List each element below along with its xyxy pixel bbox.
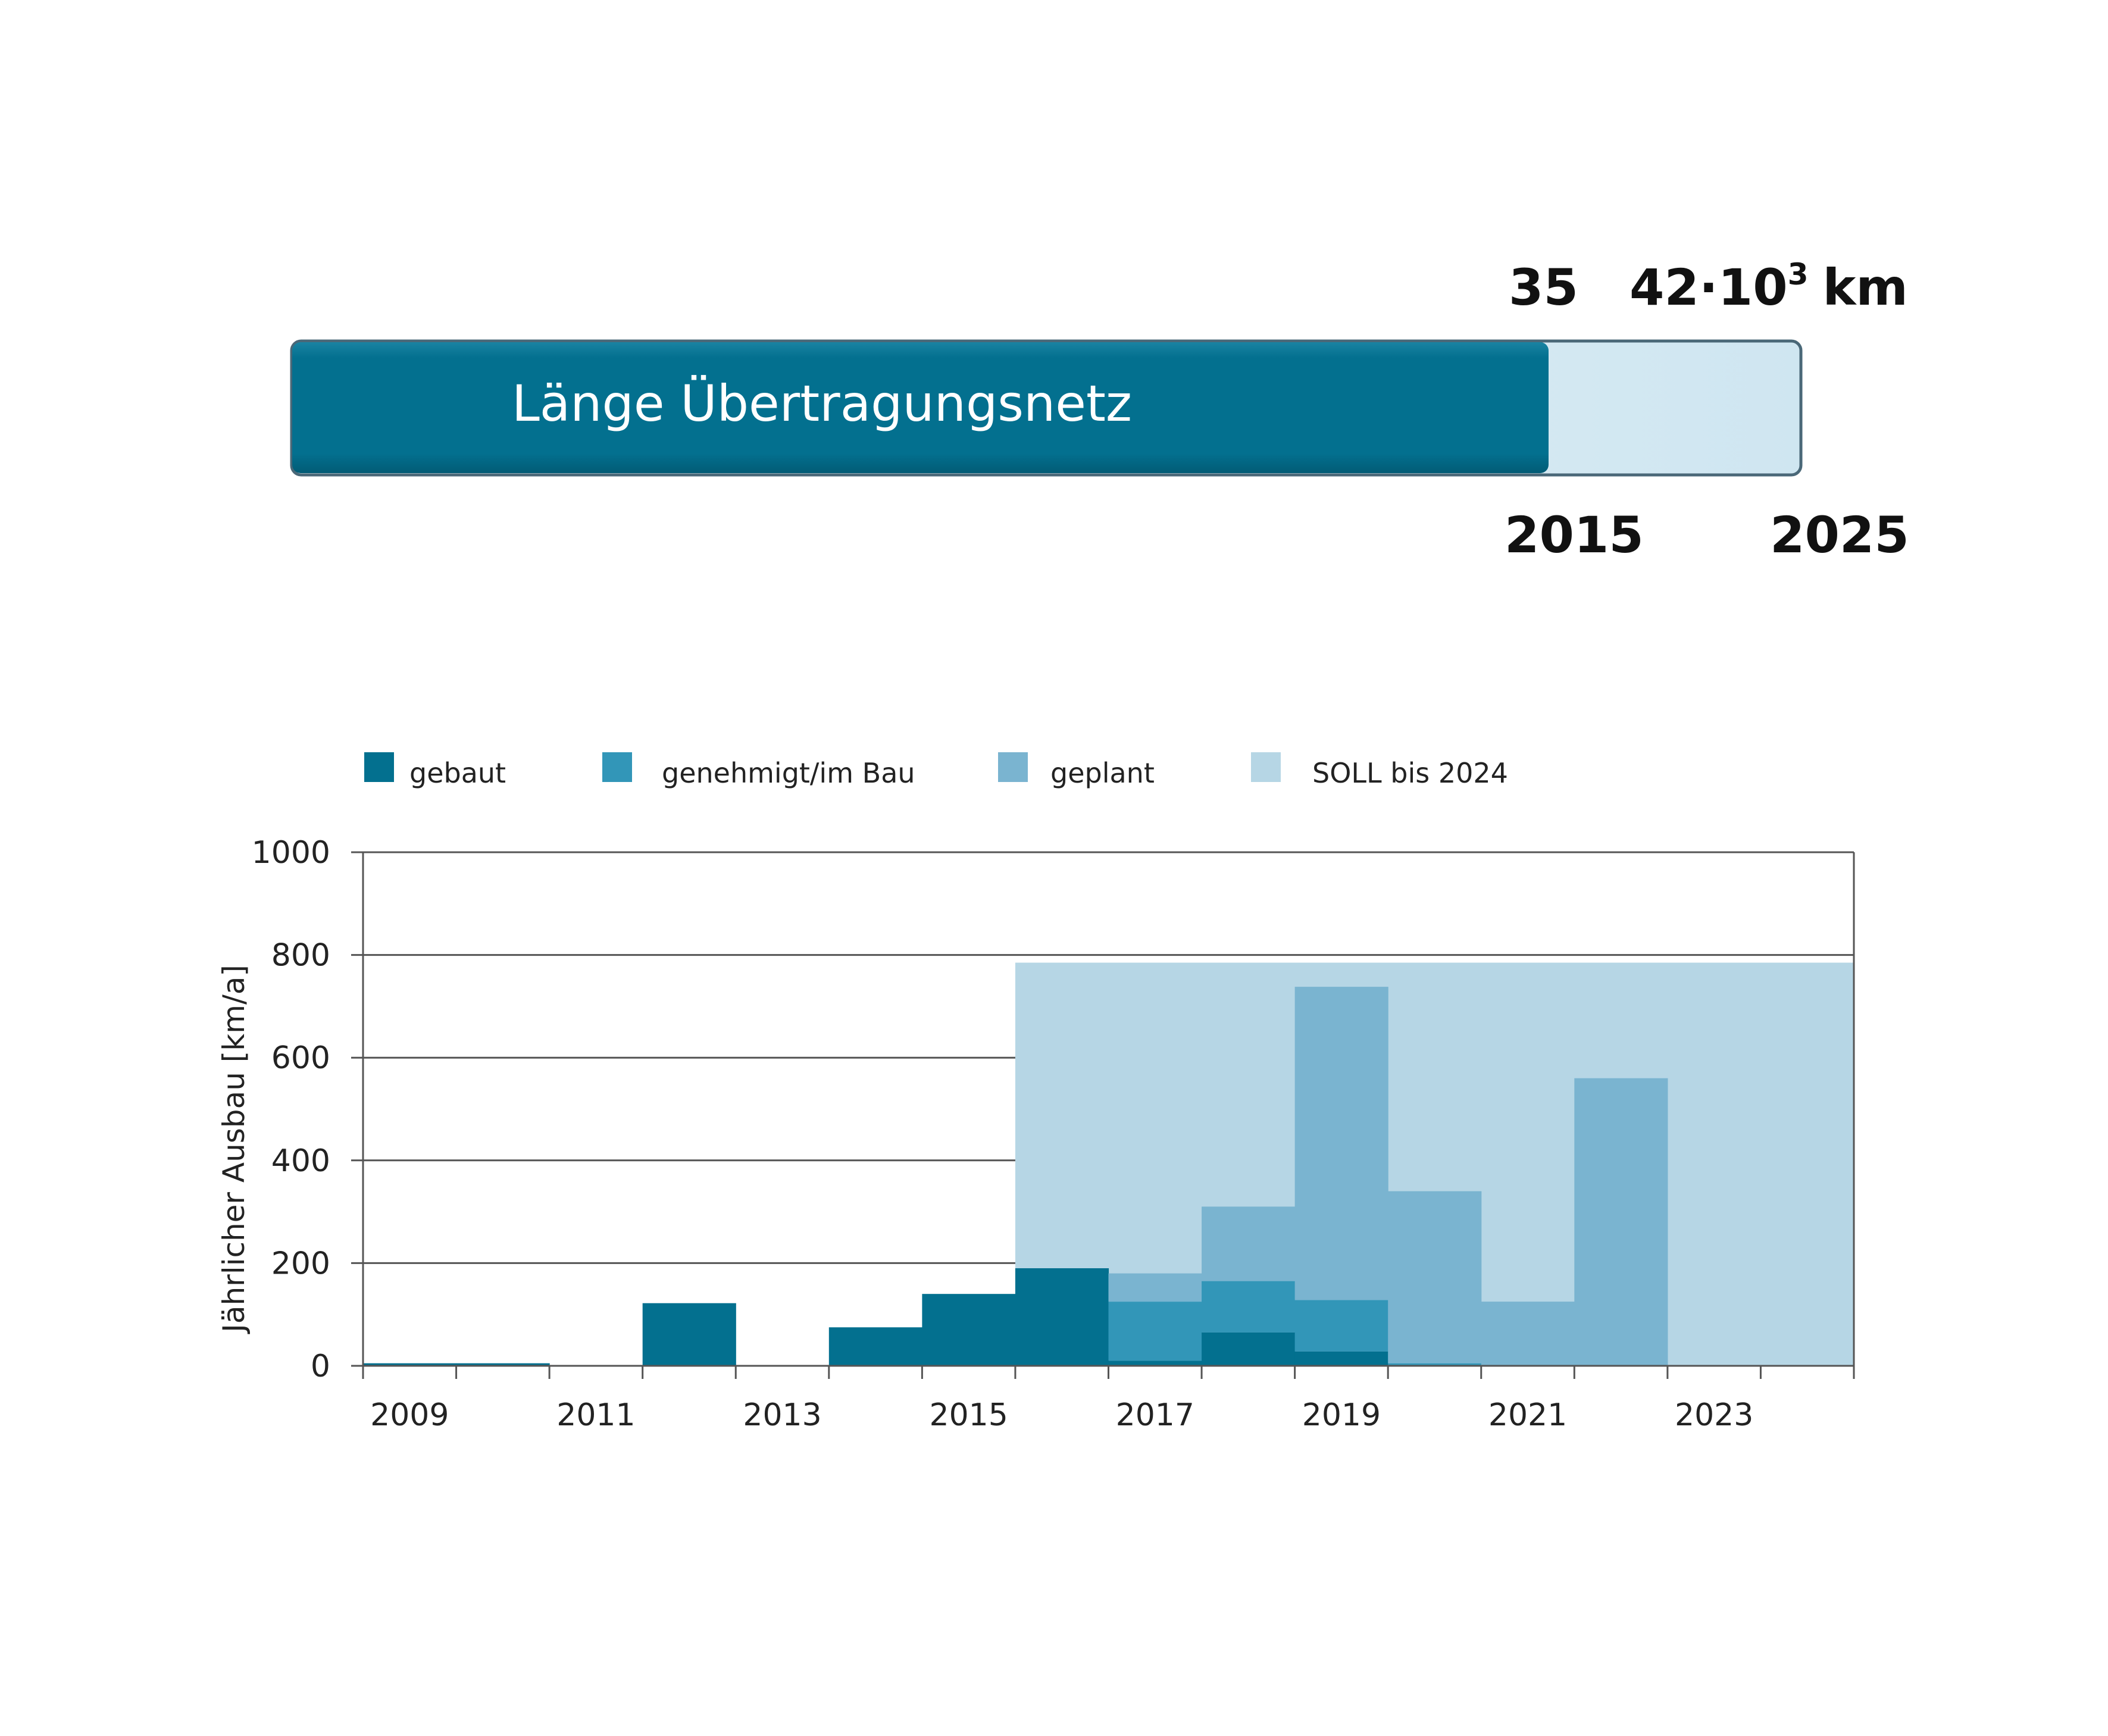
y-axis-ticks: 0 200 400 600 800 1000 bbox=[252, 835, 363, 1384]
progress-section: Länge Übertragungsnetz 35 42·103 km 2015 … bbox=[290, 257, 1909, 564]
target-value-base: 42·10 bbox=[1630, 258, 1788, 317]
bar-gebaut-2017 bbox=[1108, 1360, 1202, 1366]
legend-label-genehmigt: genehmigt/im Bau bbox=[662, 757, 915, 789]
progress-bar-label: Länge Übertragungsnetz bbox=[512, 374, 1132, 433]
bar-gebaut-2012 bbox=[642, 1303, 736, 1366]
bar-gebaut-2009 bbox=[363, 1363, 457, 1366]
bar-gebaut-2018 bbox=[1202, 1332, 1296, 1366]
bar-geplant-2022 bbox=[1574, 1078, 1668, 1366]
x-tick-label-2017: 2017 bbox=[1116, 1397, 1194, 1433]
bar-geplant-2021 bbox=[1481, 1302, 1575, 1366]
y-tick-label-0: 0 bbox=[311, 1349, 330, 1384]
legend-label-gebaut: gebaut bbox=[409, 757, 506, 789]
bar-genehmigt-2020 bbox=[1388, 1363, 1482, 1366]
bar-geplant-2018 bbox=[1202, 1206, 1296, 1281]
legend-swatch-gebaut bbox=[364, 752, 394, 782]
x-axis-ticks: 2009 2011 2013 2015 2017 2019 2021 2023 bbox=[362, 1366, 1855, 1433]
bar-geplant-2019 bbox=[1294, 987, 1388, 1300]
y-axis-title: Jährlicher Ausbau [km/a] bbox=[217, 965, 251, 1334]
x-tick-label-2013: 2013 bbox=[743, 1397, 821, 1433]
bar-gebaut-2019 bbox=[1294, 1351, 1388, 1366]
legend-swatch-genehmigt bbox=[602, 752, 632, 782]
y-tick-label-400: 400 bbox=[271, 1143, 330, 1179]
legend: gebaut genehmigt/im Bau geplant SOLL bis… bbox=[364, 752, 1508, 789]
bar-gebaut-2016 bbox=[1015, 1268, 1109, 1366]
bar-geplant-2020 bbox=[1388, 1191, 1482, 1363]
x-tick-label-2021: 2021 bbox=[1488, 1397, 1567, 1433]
y-tick-label-1000: 1000 bbox=[252, 835, 330, 871]
target-value-unit: km bbox=[1823, 258, 1908, 317]
bar-geplant-2017 bbox=[1108, 1273, 1202, 1302]
legend-label-soll: SOLL bis 2024 bbox=[1312, 757, 1508, 789]
x-tick-label-2019: 2019 bbox=[1302, 1397, 1381, 1433]
legend-swatch-geplant bbox=[998, 752, 1028, 782]
current-year: 2015 bbox=[1505, 506, 1644, 564]
bar-genehmigt-2018 bbox=[1202, 1281, 1296, 1333]
legend-label-geplant: geplant bbox=[1050, 757, 1155, 789]
x-tick-label-2011: 2011 bbox=[556, 1397, 635, 1433]
progress-bar-fill bbox=[292, 342, 1549, 473]
legend-swatch-soll bbox=[1251, 752, 1281, 782]
bar-gebaut-2014 bbox=[828, 1327, 922, 1366]
x-tick-label-2023: 2023 bbox=[1675, 1397, 1753, 1433]
bar-genehmigt-2017 bbox=[1108, 1302, 1202, 1361]
target-year: 2025 bbox=[1770, 506, 1909, 564]
bars bbox=[363, 987, 1668, 1366]
x-tick-label-2015: 2015 bbox=[929, 1397, 1008, 1433]
bar-genehmigt-2019 bbox=[1294, 1300, 1388, 1352]
y-tick-label-600: 600 bbox=[271, 1040, 330, 1076]
target-value: 42·103 km bbox=[1630, 257, 1908, 317]
x-tick-label-2009: 2009 bbox=[370, 1397, 449, 1433]
y-tick-label-800: 800 bbox=[271, 938, 330, 974]
bar-gebaut-2015 bbox=[922, 1294, 1016, 1366]
axes bbox=[362, 851, 1855, 1379]
bar-gebaut-2010 bbox=[456, 1363, 550, 1366]
target-value-exponent: 3 bbox=[1788, 257, 1809, 292]
current-value: 35 bbox=[1509, 258, 1578, 317]
y-tick-label-200: 200 bbox=[271, 1246, 330, 1281]
